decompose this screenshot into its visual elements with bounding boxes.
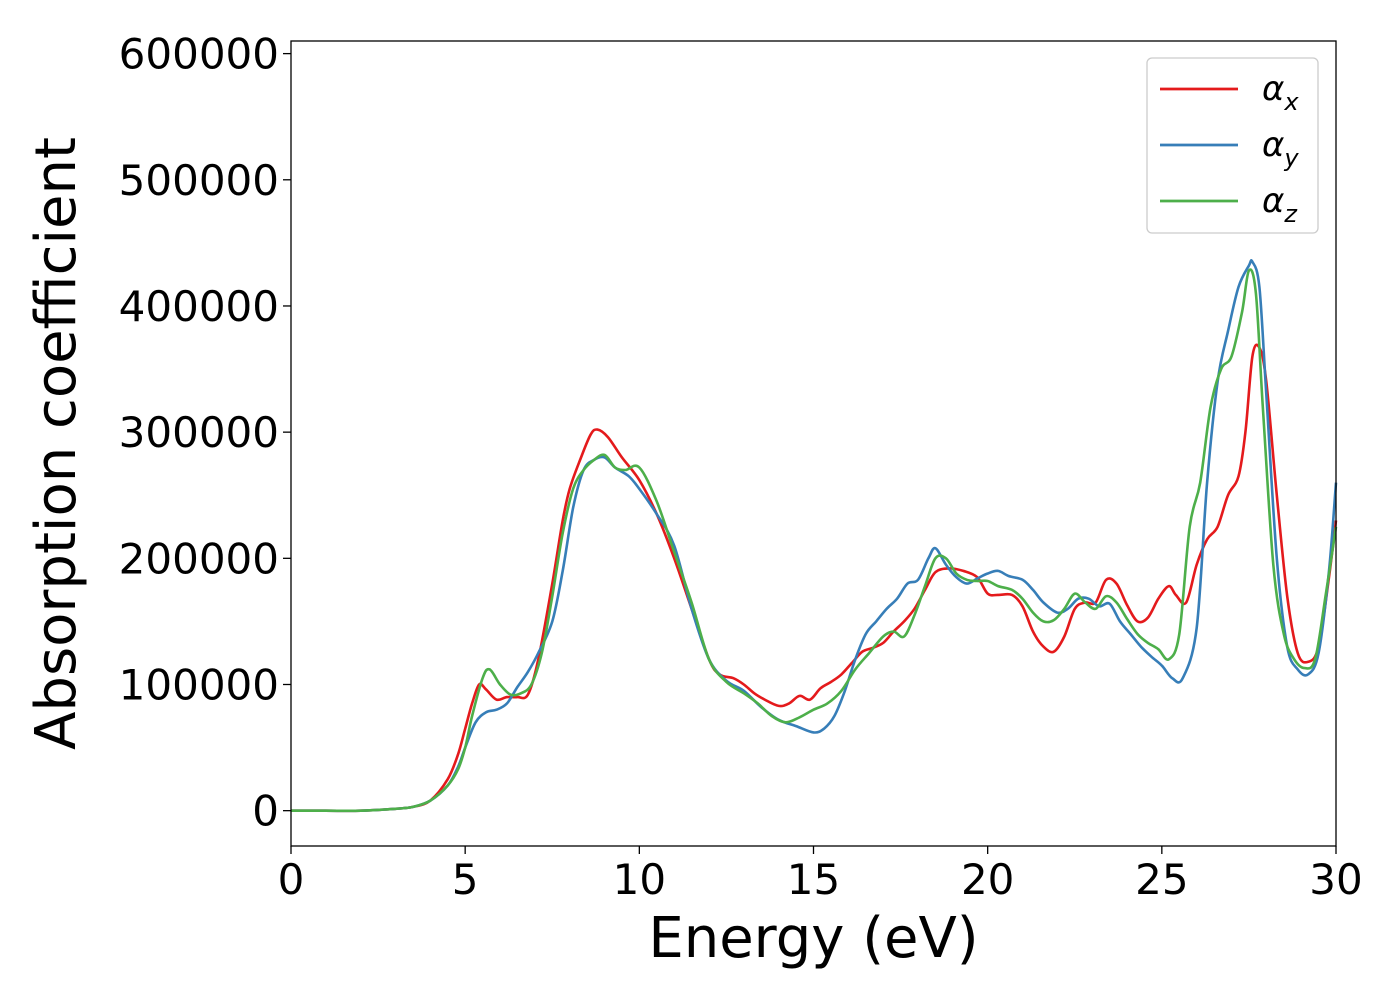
y-tick-label: 300000 (119, 408, 279, 457)
y-tick-label: 400000 (119, 282, 279, 331)
y-tick-label: 600000 (119, 30, 279, 79)
x-tick-label: 10 (613, 855, 666, 904)
x-axis-title: Energy (eV) (648, 906, 978, 971)
series-line-y (291, 258, 1338, 813)
y-tick-label: 0 (252, 787, 279, 836)
y-tick-label: 200000 (119, 534, 279, 583)
series-layer (291, 258, 1338, 813)
x-tick-label: 20 (961, 855, 1014, 904)
series-line-x (291, 343, 1338, 813)
x-tick-label: 0 (278, 855, 305, 904)
x-tick-label: 5 (452, 855, 479, 904)
y-tick-label: 500000 (119, 156, 279, 205)
ticks-layer: 0 5 10 15 20 25 30 0 100000 200000 300000 400000 500… (119, 30, 1363, 904)
y-axis-title: Absorption coefficient (24, 137, 89, 750)
x-tick-label: 15 (787, 855, 840, 904)
series-line-z (291, 268, 1338, 813)
x-tick-label: 30 (1309, 855, 1362, 904)
y-tick-label: 100000 (119, 660, 279, 709)
x-tick-label: 25 (1135, 855, 1188, 904)
